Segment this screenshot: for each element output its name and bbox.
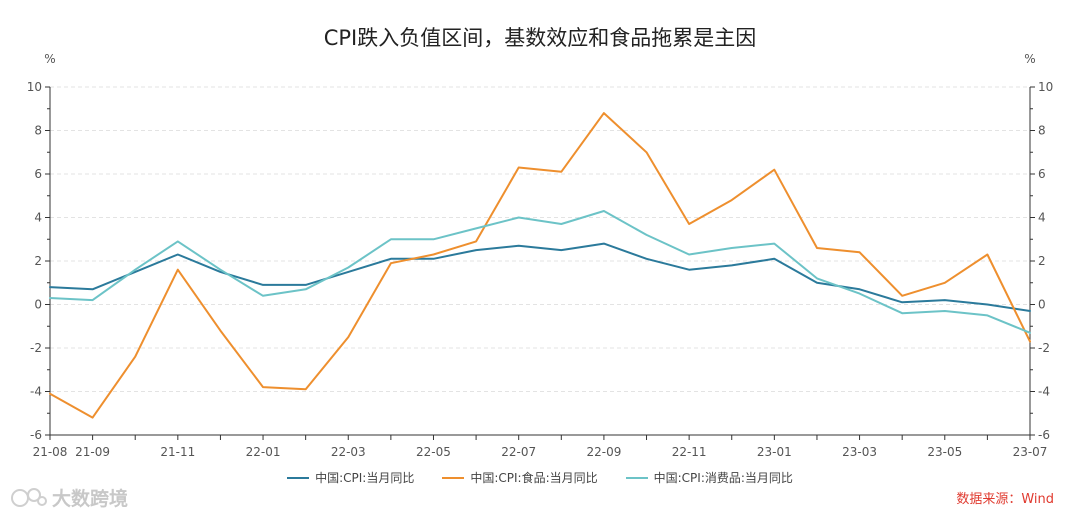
- y-tick-label-right: 10: [1038, 80, 1053, 94]
- y-unit-left: %: [44, 52, 55, 66]
- watermark-logo-icon: [11, 487, 47, 507]
- y-tick-label-left: 0: [34, 298, 42, 312]
- x-tick-label: 22-09: [586, 445, 621, 459]
- y-tick-label-left: 6: [34, 167, 42, 181]
- legend-item-consumer-goods[interactable]: 中国:CPI:消费品:当月同比: [625, 469, 793, 486]
- y-tick-label-right: 8: [1038, 124, 1046, 138]
- x-tick-label: 23-01: [757, 445, 792, 459]
- y-tick-label-right: 4: [1038, 211, 1046, 225]
- series-line-1: [49, 112, 1031, 419]
- x-tick-label: 23-07: [1013, 445, 1048, 459]
- y-tick-label-left: -2: [30, 341, 42, 355]
- watermark-text: 大数跨境: [52, 488, 129, 510]
- chart-title: CPI跌入负值区间，基数效应和食品拖累是主因: [323, 26, 757, 50]
- x-tick-label: 23-03: [842, 445, 877, 459]
- legend-label-consumer-goods: 中国:CPI:消费品:当月同比: [653, 471, 793, 485]
- x-tick-label: 22-01: [246, 445, 281, 459]
- y-tick-label-right: 6: [1038, 167, 1046, 181]
- y-tick-label-right: 2: [1038, 254, 1046, 268]
- legend-label-food: 中国:CPI:食品:当月同比: [470, 471, 598, 485]
- y-tick-label-left: -4: [30, 385, 42, 399]
- y-tick-label-right: -6: [1038, 428, 1050, 442]
- source-note: 数据来源：Wind: [956, 492, 1054, 507]
- legend-swatch-consumer-goods: [625, 476, 648, 479]
- x-tick-label: 22-05: [416, 445, 451, 459]
- legend-item-food[interactable]: 中国:CPI:食品:当月同比: [442, 469, 598, 486]
- x-tick-label: 21-11: [160, 445, 195, 459]
- legend-label-cpi: 中国:CPI:当月同比: [315, 471, 415, 485]
- legend-swatch-food: [442, 476, 465, 479]
- x-tick-label: 22-11: [672, 445, 707, 459]
- x-tick-label: 22-07: [501, 445, 536, 459]
- y-tick-label-left: 10: [27, 80, 42, 94]
- series-line-0: [49, 242, 1031, 312]
- watermark: 大数跨境: [10, 484, 128, 511]
- y-tick-label-left: 4: [34, 211, 42, 225]
- series-line-2: [49, 210, 1031, 334]
- x-tick-label: 23-05: [927, 445, 962, 459]
- legend-item-cpi[interactable]: 中国:CPI:当月同比: [287, 469, 414, 486]
- legend: 中国:CPI:当月同比 中国:CPI:食品:当月同比 中国:CPI:消费品:当月…: [0, 469, 1080, 486]
- x-tick-label: 21-08: [33, 445, 68, 459]
- legend-swatch-cpi: [287, 476, 310, 479]
- y-tick-label-left: 8: [34, 124, 42, 138]
- y-tick-label-right: -4: [1038, 385, 1050, 399]
- x-tick-label: 22-03: [331, 445, 366, 459]
- y-unit-right: %: [1024, 52, 1035, 66]
- y-tick-label-left: 2: [34, 254, 42, 268]
- x-tick-label: 21-09: [75, 445, 110, 459]
- y-tick-label-right: -2: [1038, 341, 1050, 355]
- y-tick-label-right: 0: [1038, 298, 1046, 312]
- y-tick-label-left: -6: [30, 428, 42, 442]
